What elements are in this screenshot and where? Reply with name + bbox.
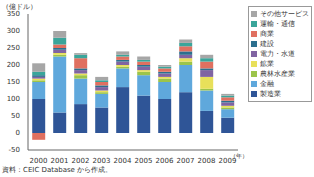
html-text:金融: 金融	[260, 79, 274, 88]
svg-text:100: 100	[8, 95, 20, 103]
html-text:運輸・通信: 運輸・通信	[260, 19, 295, 28]
svg-text:-50: -50	[9, 146, 20, 154]
html-text:建設: 建設	[260, 39, 274, 48]
svg-text:350: 350	[8, 10, 20, 18]
html-text:その他サービス: その他サービス	[260, 9, 309, 18]
svg-text:2002: 2002	[72, 157, 90, 164]
svg-text:2005: 2005	[135, 157, 153, 164]
svg-text:2001: 2001	[51, 157, 69, 164]
svg-text:2007: 2007	[177, 157, 195, 164]
svg-text:150: 150	[8, 78, 20, 86]
html-text:（億ドル）: （億ドル）	[2, 3, 37, 11]
html-text:農林水産業: 農林水産業	[260, 69, 295, 78]
html-text:製造業: 製造業	[260, 89, 281, 98]
html-text:（年）: （年）	[230, 152, 248, 159]
svg-text:2008: 2008	[198, 157, 216, 164]
svg-text:300: 300	[8, 27, 20, 35]
html-text:鉱業: 鉱業	[260, 59, 274, 68]
svg-text:2004: 2004	[114, 157, 132, 164]
svg-text:2003: 2003	[93, 157, 111, 164]
svg-text:50: 50	[11, 112, 20, 120]
svg-text:200: 200	[8, 61, 20, 69]
html-text:資料：CEIC Database から作成。: 資料：CEIC Database から作成。	[2, 166, 113, 174]
html-text:電力・水道: 電力・水道	[260, 49, 295, 58]
svg-text:2006: 2006	[156, 157, 174, 164]
svg-text:2000: 2000	[30, 157, 48, 164]
svg-text:0: 0	[16, 129, 20, 137]
html-text:商業: 商業	[260, 29, 274, 38]
svg-text:250: 250	[8, 44, 20, 52]
